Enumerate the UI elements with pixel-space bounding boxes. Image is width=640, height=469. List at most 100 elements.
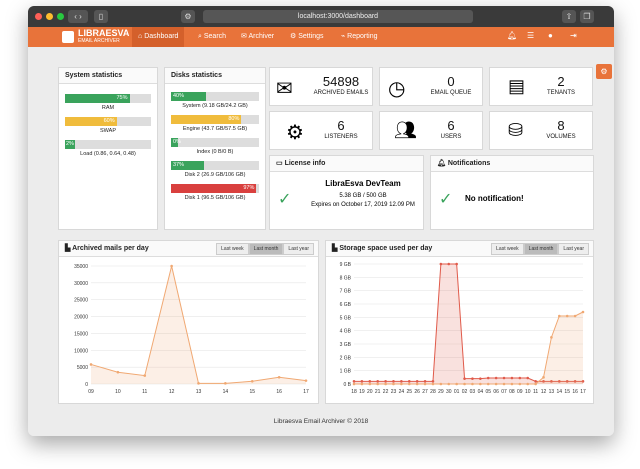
swap-fill: 60%: [65, 117, 117, 126]
bell-icon[interactable]: 🔔︎: [507, 31, 518, 40]
y-tick-label: 30000: [74, 281, 88, 287]
nav-settings[interactable]: ⚙ Settings: [290, 33, 324, 40]
data-point: [392, 382, 395, 386]
tenants-card[interactable]: ▤ 2 TENANTS: [489, 67, 593, 106]
x-tick-label: 20: [367, 389, 373, 395]
data-point: [384, 380, 387, 383]
back-forward-icon[interactable]: ‹ ›: [68, 10, 88, 23]
envelope-icon: ✉: [276, 78, 293, 100]
share-icon[interactable]: ⇧: [562, 10, 576, 23]
x-tick-label: 03: [470, 389, 476, 395]
volumes-count: 8: [557, 118, 565, 133]
ram-fill: 75%: [65, 94, 130, 103]
data-point: [455, 262, 458, 266]
data-point: [526, 376, 530, 380]
x-tick-label: 02: [462, 389, 468, 395]
queue-count: 0: [447, 74, 455, 89]
zoom-dot[interactable]: [57, 13, 64, 20]
logout-icon[interactable]: ⇥: [570, 31, 577, 40]
chart-title: Storage space used per day: [339, 245, 433, 252]
x-tick-label: 11: [533, 389, 538, 395]
users-icon: 👥︎: [394, 120, 417, 140]
nav-archiver[interactable]: ✉ Archiver: [241, 33, 275, 40]
storage-chart-panel: ▙ Storage space used per day Last week La…: [325, 240, 594, 404]
x-tick-label: 09: [88, 389, 94, 395]
tab-last-year[interactable]: Last year: [558, 243, 589, 255]
list-icon[interactable]: ☰: [527, 31, 535, 40]
x-tick-label: 29: [438, 389, 444, 395]
series-area: [91, 266, 306, 384]
listeners-card[interactable]: ⚙ 6 LISTENERS: [269, 111, 373, 150]
data-point: [360, 380, 364, 383]
x-tick-label: 05: [485, 389, 491, 395]
tabs-icon[interactable]: ❐: [580, 10, 594, 23]
shield-icon[interactable]: ⚙: [181, 10, 195, 23]
email-queue-card[interactable]: ◷ 0 EMAIL QUEUE: [379, 67, 483, 106]
data-point: [439, 262, 443, 266]
load-label: Load (0.86, 0.64, 0.48): [80, 151, 136, 157]
data-point: [565, 314, 569, 318]
data-point: [423, 382, 427, 386]
archived-emails-card[interactable]: ✉ 54898 ARCHIVED EMAILS: [269, 67, 373, 106]
tab-last-month[interactable]: Last month: [248, 243, 284, 255]
y-tick-label: 5 GB: [340, 315, 352, 321]
nav-reporting[interactable]: ⌁ Reporting: [341, 33, 378, 40]
clock-icon: ◷: [388, 78, 406, 100]
data-point: [486, 382, 490, 386]
nav-label: Settings: [298, 33, 324, 40]
nav-label: Reporting: [347, 33, 378, 40]
close-dot[interactable]: [35, 13, 42, 20]
x-tick-label: 14: [223, 389, 229, 395]
license-name: LibraEsva DevTeam: [325, 179, 401, 188]
data-point: [518, 382, 522, 386]
y-tick-label: 15000: [74, 331, 88, 337]
minimize-dot[interactable]: [46, 13, 53, 20]
url-bar[interactable]: localhost:3000/dashboard: [203, 10, 473, 23]
disks-stats-panel: Disks statistics 40% System (9.18 GB/24.2…: [164, 67, 266, 230]
users-label: USERS: [440, 134, 462, 140]
y-tick-label: 35000: [74, 264, 88, 270]
tab-last-month[interactable]: Last month: [523, 243, 559, 255]
server-icon: ▤: [508, 76, 526, 96]
x-tick-label: 07: [501, 389, 507, 395]
data-point: [526, 382, 530, 386]
license-panel: ▭ License info ✓ LibraEsva DevTeam 5.38 …: [269, 155, 424, 230]
nav-label: Archiver: [248, 33, 275, 40]
users-card[interactable]: 👥︎ 6 USERS: [379, 111, 483, 150]
nav-label: Dashboard: [144, 33, 179, 40]
y-tick-label: 10000: [74, 348, 88, 354]
data-point: [486, 376, 490, 380]
x-tick-label: 21: [375, 389, 381, 395]
chart-icon: ▙: [65, 245, 73, 252]
disk-bar: 37%: [171, 161, 259, 170]
sidebar-icon[interactable]: ▯: [94, 10, 108, 23]
data-point: [447, 382, 451, 386]
check-circle-icon: ✓: [278, 191, 292, 208]
disk-fill: 40%: [171, 92, 207, 101]
data-point: [423, 380, 427, 383]
y-tick-label: 4 GB: [340, 329, 352, 335]
tab-last-year[interactable]: Last year: [283, 243, 314, 255]
data-point: [542, 380, 545, 383]
x-tick-label: 19: [359, 389, 365, 395]
nav-search[interactable]: ⌕ Search: [198, 33, 227, 40]
data-point: [550, 380, 553, 383]
x-tick-label: 15: [564, 389, 570, 395]
data-point: [479, 377, 482, 380]
license-title: License info: [284, 160, 326, 167]
data-point: [143, 374, 147, 377]
user-icon[interactable]: ●: [548, 31, 553, 40]
settings-gear-icon[interactable]: ⚙: [596, 64, 612, 79]
volumes-card[interactable]: ⛁ 8 VOLUMES: [489, 111, 593, 150]
data-point: [510, 376, 514, 380]
data-point: [360, 382, 364, 386]
x-tick-label: 17: [580, 389, 586, 395]
data-point: [550, 336, 553, 339]
tab-last-week[interactable]: Last week: [216, 243, 249, 255]
data-point: [494, 382, 498, 386]
y-tick-label: 7 GB: [340, 289, 352, 295]
tab-last-week[interactable]: Last week: [491, 243, 524, 255]
listeners-count: 6: [337, 118, 345, 133]
y-tick-label: 5000: [77, 365, 88, 371]
nav-dashboard[interactable]: ⌂ Dashboard: [132, 27, 185, 47]
